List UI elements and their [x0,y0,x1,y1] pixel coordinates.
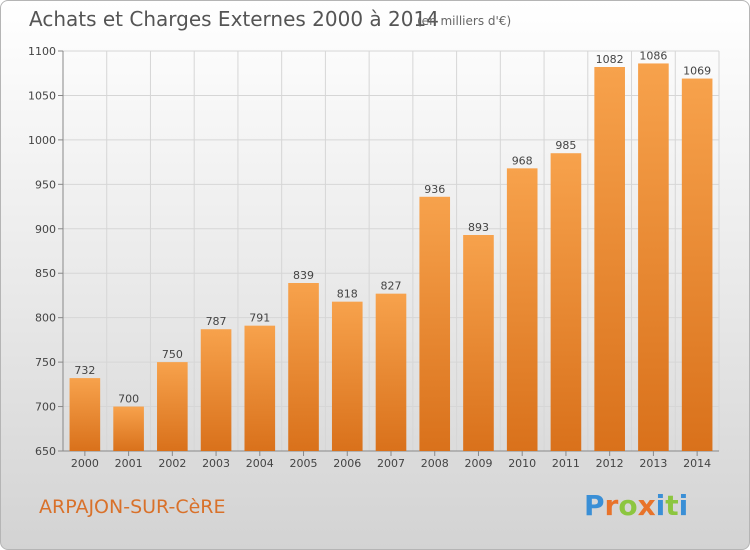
y-tick-label: 650 [35,445,56,458]
x-tick-label: 2012 [596,457,624,470]
x-tick-label: 2011 [552,457,580,470]
logo-letter: i [655,489,666,522]
value-label: 985 [555,139,576,152]
chart-subtitle: (en milliers d'€) [417,14,512,28]
bar-2013 [638,63,669,451]
y-tick-label: 850 [35,267,56,280]
value-label: 968 [512,154,533,167]
value-label: 839 [293,269,314,282]
bar-2007 [375,293,407,451]
value-label: 791 [249,312,270,325]
bar-2005 [288,283,319,451]
labels: 732 700 750 787 791 839 818 827 936 893 968 985 1082… [74,49,711,405]
commune-name: ARPAJON-SUR-CèRE [39,496,226,518]
bar-2003 [200,329,232,451]
value-label: 1069 [683,65,711,78]
bar-2009 [463,235,494,451]
value-label: 1086 [639,49,667,62]
bar-2008 [419,196,451,451]
y-tick-label: 1100 [28,45,56,58]
x-tick-label: 2005 [290,457,318,470]
bar-2002 [157,362,188,451]
logo-letter: i [678,489,689,522]
y-tick-label: 800 [35,312,56,325]
logo-letter: t [665,489,679,522]
x-tick-label: 2013 [639,457,667,470]
x-tick-label: 2000 [71,457,99,470]
y-tick-label: 700 [35,401,56,414]
bar-2010 [506,168,538,452]
y-tick-label: 1000 [28,134,56,147]
chart-title: Achats et Charges Externes 2000 à 2014 [29,7,439,31]
x-tick-label: 2007 [377,457,405,470]
value-label: 893 [468,221,489,234]
bar-2011 [550,153,582,451]
x-tick-label: 2002 [158,457,186,470]
bar-2006 [331,301,363,451]
x-tick-label: 2004 [246,457,274,470]
value-label: 1082 [596,53,624,66]
value-label: 750 [162,348,183,361]
x-tick-label: 2001 [115,457,143,470]
logo-letter: x [637,489,656,522]
y-tick-label: 900 [35,223,56,236]
value-label: 827 [381,280,402,293]
y-tick-label: 1050 [28,89,56,102]
y-tick-label: 750 [35,356,56,369]
x-tick-label: 2010 [508,457,536,470]
bar-2012 [594,67,625,451]
axes: 650 700 750 800 850 900 950 1000 1050 1100 2000 200… [28,45,719,470]
x-tick-label: 2009 [464,457,492,470]
y-tick-label: 950 [35,178,56,191]
bar-2004 [244,325,276,451]
value-label: 936 [424,183,445,196]
x-tick-label: 2014 [683,457,711,470]
value-label: 732 [74,364,95,377]
value-label: 818 [337,288,358,301]
bar-2000 [69,378,101,451]
logo-letter: o [618,489,638,522]
proxiti-logo[interactable]: Proxiti [584,489,688,522]
value-label: 700 [118,393,139,406]
x-tick-label: 2006 [333,457,361,470]
value-label: 787 [206,315,227,328]
logo-letter: P [584,489,605,522]
bar-2014 [681,78,713,452]
x-tick-label: 2008 [421,457,449,470]
bar-2001 [113,406,144,451]
x-tick-label: 2003 [202,457,230,470]
logo-letter: r [604,489,619,522]
bars [69,63,713,452]
